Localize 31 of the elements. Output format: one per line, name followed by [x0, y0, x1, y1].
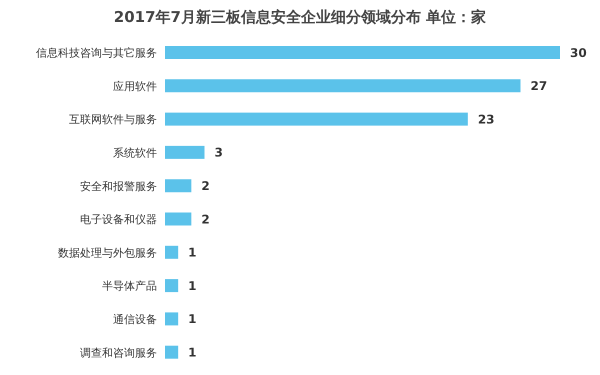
data-label: 23: [478, 112, 495, 126]
bar: [165, 112, 468, 126]
data-label: 1: [188, 312, 197, 326]
bar: [165, 312, 178, 326]
y-tick-label: 通信设备: [113, 312, 157, 326]
y-tick-label: 系统软件: [113, 146, 157, 160]
bar: [165, 79, 520, 92]
bar: [165, 346, 178, 359]
bar: [165, 46, 560, 59]
data-label: 27: [530, 79, 548, 94]
data-label: 3: [214, 146, 223, 160]
data-label: 2: [201, 212, 210, 226]
data-label: 1: [188, 278, 197, 293]
bar: [165, 179, 192, 192]
y-tick-label: 安全和报警服务: [80, 180, 157, 193]
y-tick-label: 数据处理与外包服务: [58, 246, 157, 260]
y-tick-label: 信息科技咨询与其它服务: [36, 46, 157, 60]
y-tick-label: 应用软件: [113, 80, 157, 93]
bar: [165, 146, 204, 159]
data-label: 1: [188, 345, 197, 360]
y-tick-label: 半导体产品: [102, 280, 157, 293]
bar: [165, 246, 178, 259]
bar: [165, 279, 178, 292]
data-label: 30: [570, 46, 587, 60]
y-tick-label: 调查和咨询服务: [80, 346, 157, 360]
data-label: 2: [201, 178, 210, 193]
y-tick-label: 电子设备和仪器: [80, 213, 157, 226]
y-tick-label: 互联网软件与服务: [69, 113, 157, 126]
chart-title: 2017年7月新三板信息安全企业细分领域分布 单位：家: [112, 7, 488, 28]
data-label: 1: [188, 246, 197, 260]
bar: [165, 212, 192, 226]
